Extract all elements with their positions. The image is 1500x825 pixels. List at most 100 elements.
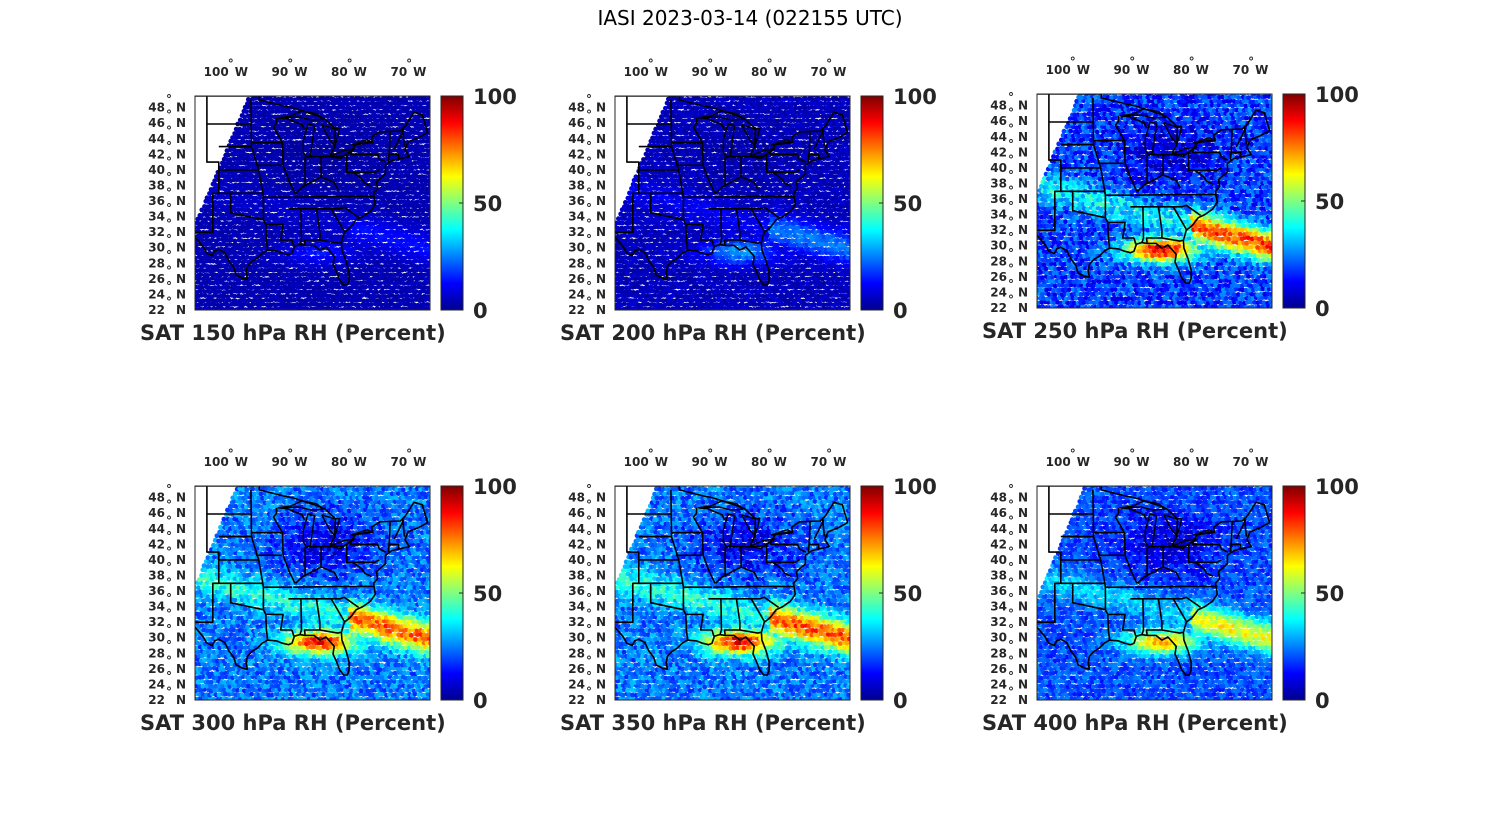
rh-point (406, 259, 412, 265)
rh-point (385, 108, 391, 114)
rh-point (289, 174, 295, 179)
rh-point (313, 160, 319, 166)
rh-point (258, 294, 263, 299)
rh-point (221, 225, 227, 230)
rh-point (232, 238, 238, 244)
rh-point (352, 225, 358, 230)
rh-point (760, 293, 766, 299)
rh-point (306, 255, 312, 261)
rh-point (353, 284, 359, 290)
rh-point (189, 251, 194, 256)
rh-point (320, 277, 326, 282)
rh-point (613, 311, 618, 316)
rh-point (296, 263, 302, 269)
degree-symbol: ° (166, 108, 172, 122)
rh-point (291, 152, 297, 158)
rh-point (608, 268, 613, 273)
rh-point (261, 246, 267, 251)
rh-point (707, 311, 712, 316)
rh-point (343, 311, 348, 316)
rh-point (430, 212, 435, 217)
rh-point (289, 148, 295, 153)
rh-point (760, 302, 765, 308)
rh-point (745, 281, 751, 286)
rh-point (405, 310, 410, 315)
rh-point (224, 263, 230, 268)
rh-point (311, 199, 316, 205)
rh-point (784, 259, 790, 265)
rh-point (424, 234, 429, 239)
rh-point (244, 177, 250, 183)
rh-point (408, 302, 414, 308)
rh-point (334, 221, 340, 227)
lat-hemisphere: N (176, 256, 186, 270)
rh-point (196, 285, 202, 290)
rh-point (271, 255, 277, 261)
rh-point (291, 284, 296, 290)
panel-title: SAT 150 hPa RH (Percent) (140, 321, 446, 345)
rh-point (412, 293, 418, 298)
rh-point (430, 306, 435, 311)
rh-point (608, 289, 613, 294)
rh-point (307, 96, 312, 98)
rh-point (616, 285, 622, 291)
rh-point (706, 259, 712, 265)
degree-symbol: ° (347, 57, 353, 71)
rh-point (846, 289, 850, 295)
rh-point (703, 272, 709, 277)
rh-point (320, 96, 325, 98)
rh-point (405, 246, 411, 251)
rh-point (778, 281, 784, 286)
rh-point (426, 268, 430, 274)
rh-point (427, 203, 430, 209)
rh-point (307, 294, 312, 299)
rh-point (220, 307, 226, 310)
rh-point (606, 311, 611, 316)
rh-point (590, 311, 595, 316)
rh-point (240, 148, 246, 154)
rh-point (242, 285, 247, 290)
rh-point (803, 285, 809, 290)
rh-point (345, 118, 351, 124)
rh-point (245, 160, 250, 166)
rh-point (374, 204, 380, 210)
rh-point (663, 259, 668, 265)
rh-point (225, 310, 230, 315)
rh-point (607, 276, 612, 281)
rh-point (274, 207, 280, 213)
rh-point (773, 293, 778, 299)
rh-point (322, 297, 327, 303)
rh-point (213, 212, 219, 218)
rh-point (246, 182, 251, 188)
rh-point (224, 281, 229, 287)
rh-point (340, 160, 346, 166)
rh-point (320, 311, 325, 316)
rh-point (819, 311, 824, 316)
rh-point (241, 170, 247, 175)
rh-point (189, 311, 194, 316)
rh-point (322, 289, 328, 295)
rh-point (610, 277, 615, 282)
rh-point (422, 238, 428, 243)
rh-point (422, 285, 428, 290)
lon-tick-label: 90 (271, 65, 288, 79)
rh-point (319, 110, 324, 115)
rh-point (252, 113, 257, 119)
rh-point (379, 311, 384, 316)
rh-point (340, 190, 346, 196)
rh-point (411, 302, 417, 308)
rh-point (222, 311, 227, 316)
rh-point (382, 311, 387, 316)
rh-point (703, 301, 709, 307)
state-border (278, 117, 306, 131)
rh-point (234, 195, 239, 201)
rh-point (206, 306, 212, 310)
rh-point (292, 259, 298, 265)
rh-point (413, 258, 419, 264)
rh-point (396, 229, 401, 235)
rh-point (349, 177, 355, 183)
rh-point (847, 306, 850, 310)
rh-point (276, 148, 282, 154)
rh-point (280, 131, 286, 137)
rh-point (382, 237, 388, 243)
